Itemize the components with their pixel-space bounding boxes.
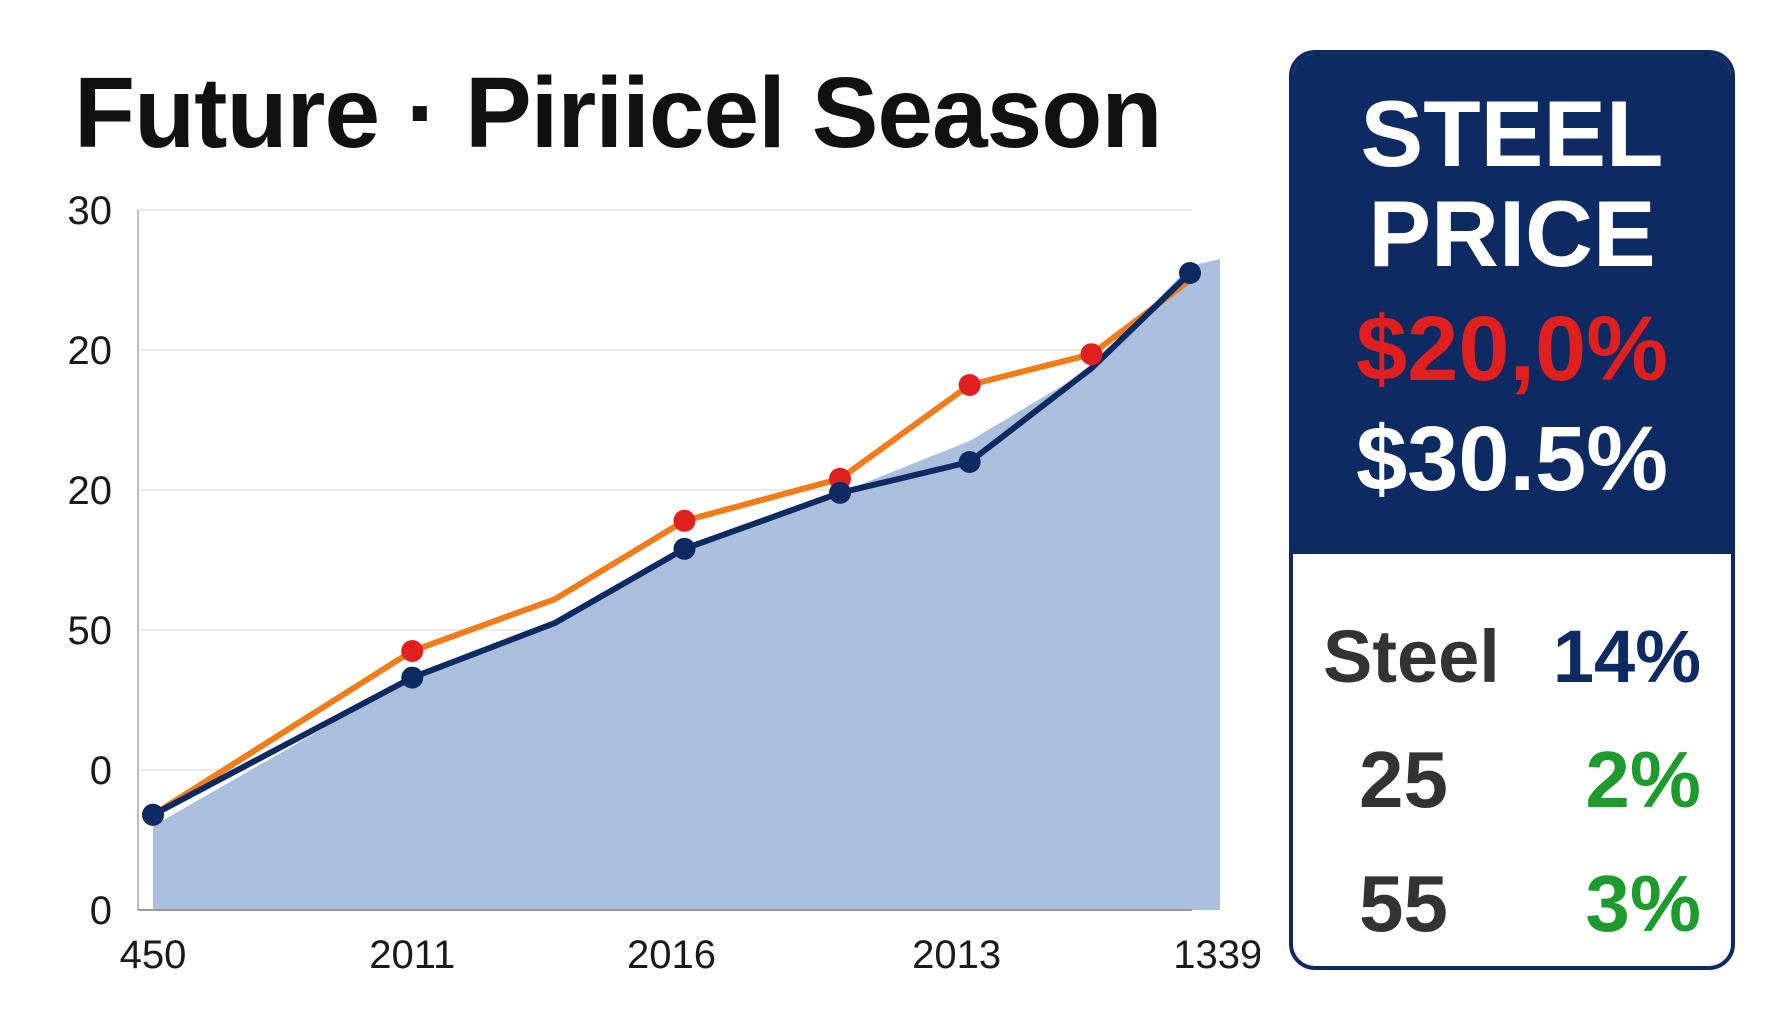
data-point-navy — [401, 666, 424, 689]
data-point-navy — [829, 481, 852, 504]
series-line-navy — [150, 270, 1193, 818]
panel-header: STEEL PRICE $20,0% $30.5% — [1293, 54, 1731, 554]
x-tick-label: 13390 — [1173, 933, 1260, 977]
data-point-orange — [401, 640, 424, 662]
markers-layer — [142, 262, 1201, 826]
y-tick-label: 0 — [90, 889, 112, 933]
y-tick-label: 20 — [68, 329, 113, 373]
row-value: 14% — [1552, 614, 1701, 698]
panel-table: Steel 14% 25 2% 55 3% — [1293, 554, 1731, 966]
y-tick-label: 50 — [68, 609, 113, 653]
area-fill — [153, 259, 1220, 910]
table-row: Steel 14% — [1323, 594, 1701, 718]
x-tick-label: 2013 — [912, 933, 1001, 977]
y-tick-label: 0 — [90, 749, 112, 793]
axes — [137, 210, 1192, 911]
area-fill-layer — [153, 259, 1220, 910]
x-tick-label: 450 — [120, 933, 187, 977]
row-value: 2% — [1585, 735, 1701, 824]
data-point-navy — [1179, 262, 1201, 284]
table-row: 25 2% — [1323, 718, 1701, 842]
price-value-red: $20,0% — [1355, 298, 1669, 400]
data-point-navy — [958, 451, 981, 473]
price-value-white: $30.5% — [1355, 408, 1669, 510]
data-point-navy — [673, 537, 696, 560]
chart-title: Future · Piriicel Season — [74, 57, 1162, 169]
series-layer — [150, 270, 1193, 818]
tick-labels: 0 0 50 20 20 30 450 2011 2016 2013 13390 — [68, 189, 1261, 977]
series-line-orange — [150, 277, 1193, 818]
row-label: 55 — [1359, 859, 1448, 948]
data-point-orange — [1080, 343, 1103, 366]
x-tick-label: 2011 — [369, 933, 455, 977]
data-point-orange — [673, 509, 696, 532]
panel-title-line1: STEEL — [1360, 81, 1664, 186]
steel-price-panel: STEEL PRICE $20,0% $30.5% Steel 14% 25 2… — [1289, 50, 1735, 970]
row-value: 3% — [1585, 859, 1701, 948]
row-label: 25 — [1359, 735, 1448, 824]
line-chart: 0 0 50 20 20 30 450 2011 2016 2013 13390 — [68, 189, 1261, 977]
row-label: Steel — [1323, 614, 1500, 698]
x-tick-label: 2016 — [627, 933, 716, 977]
table-row: 55 3% — [1323, 842, 1701, 966]
panel-title-line2: PRICE — [1368, 181, 1656, 286]
y-tick-label: 20 — [68, 469, 113, 513]
y-tick-label: 30 — [68, 189, 113, 233]
data-point-orange — [958, 374, 981, 396]
data-point-navy — [142, 803, 164, 826]
